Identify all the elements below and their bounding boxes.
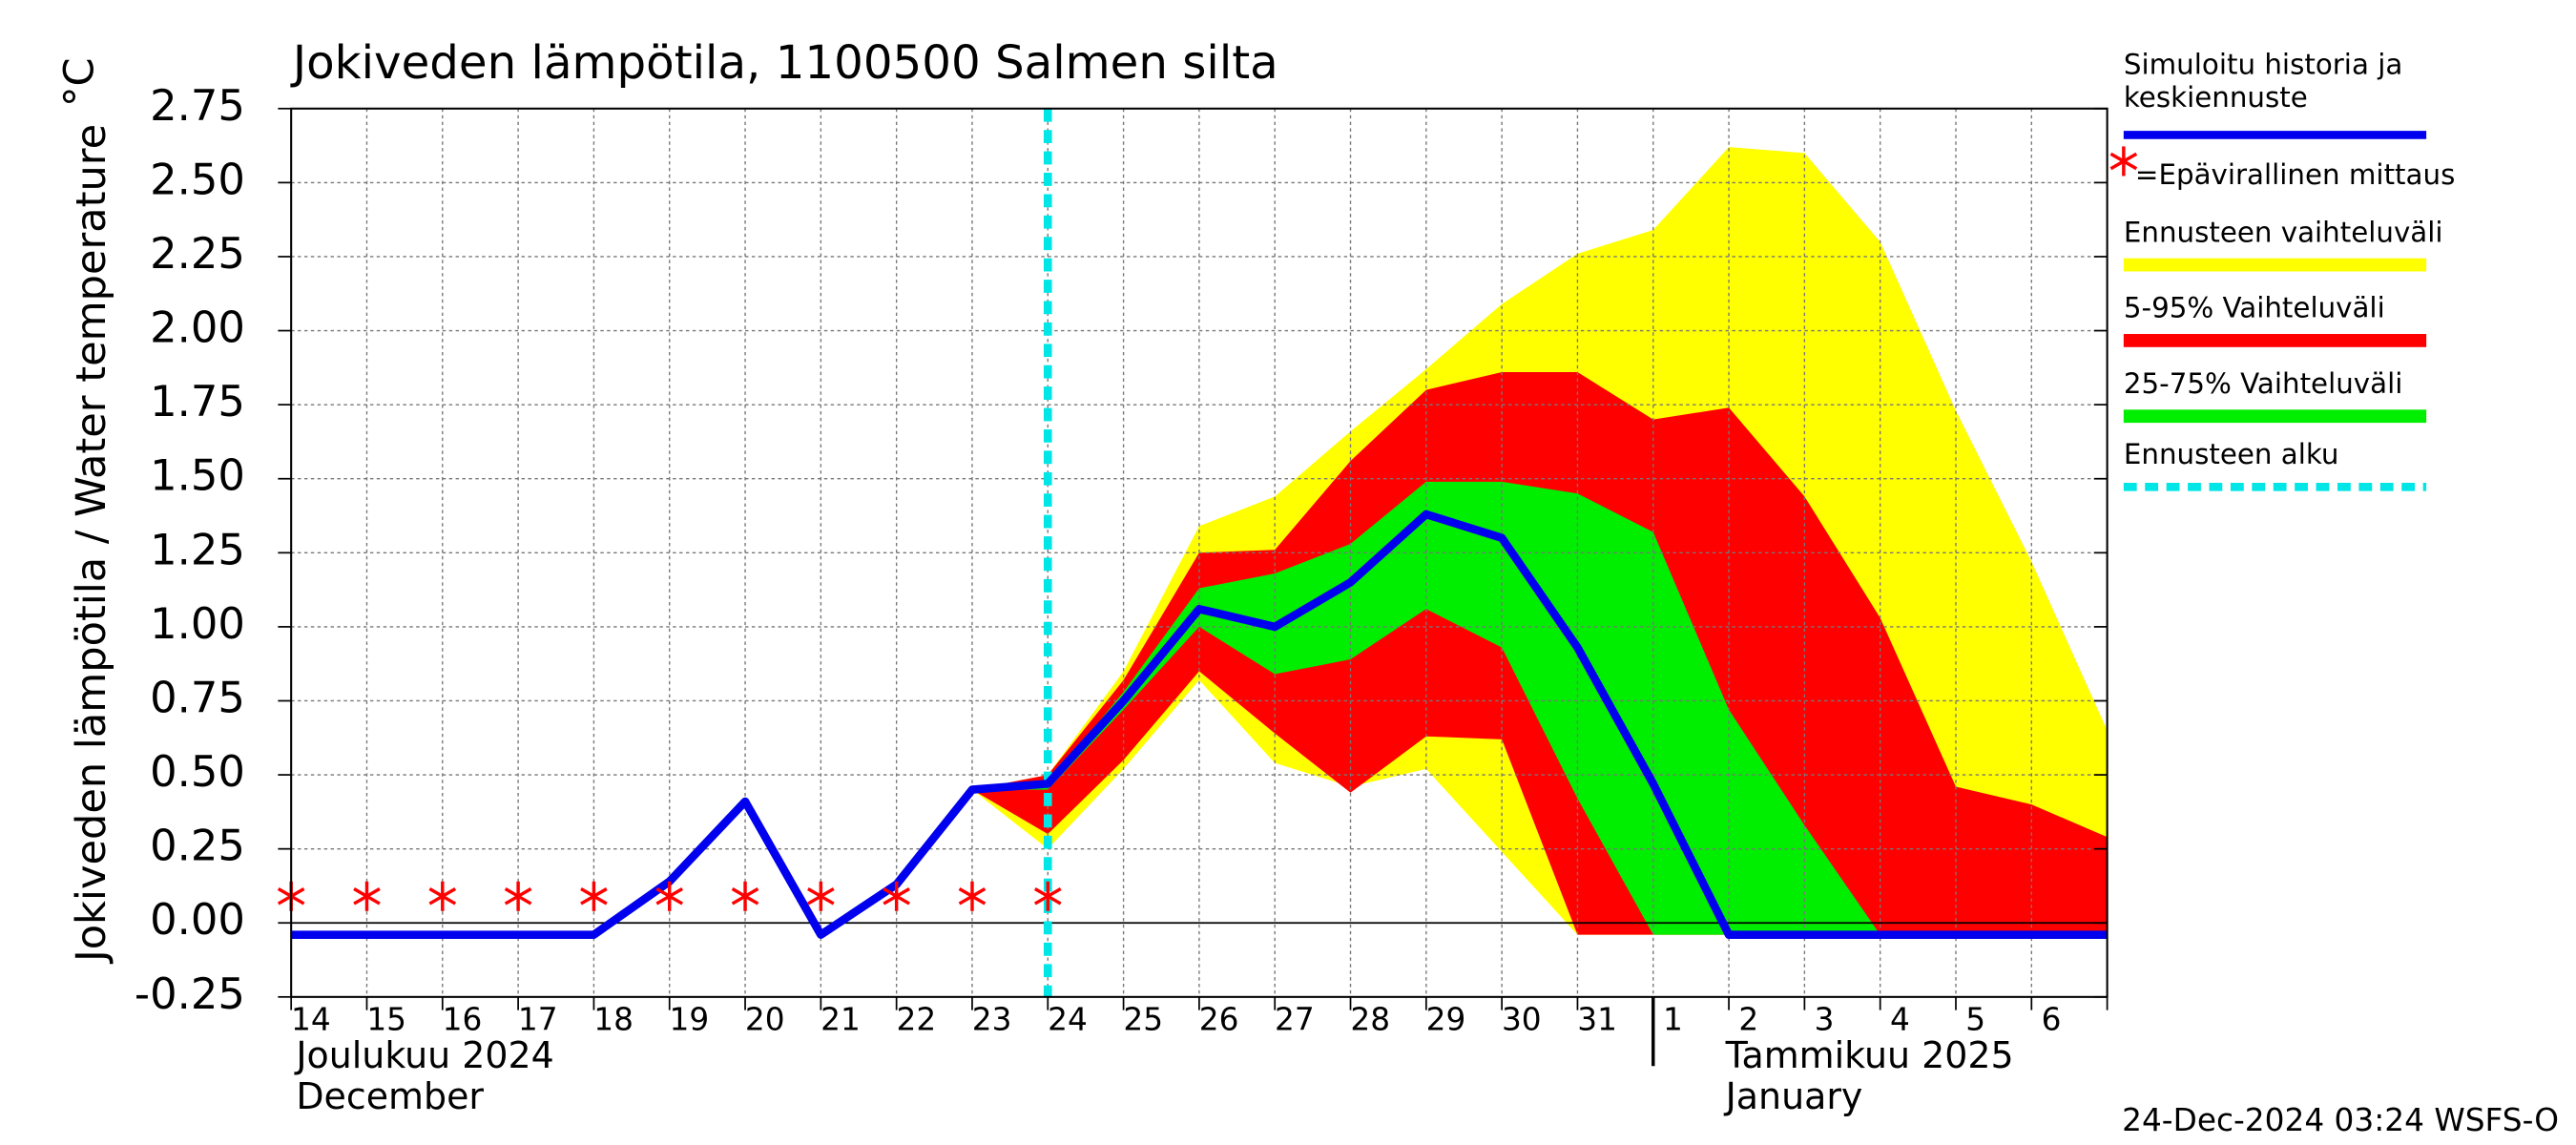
- x-tick-label: 30: [1502, 1002, 1542, 1038]
- y-tick-label: 1.00: [150, 598, 245, 649]
- band-area: [971, 481, 2108, 935]
- legend-swatch: [2123, 409, 2427, 424]
- x-tick-label: 2: [1738, 1002, 1758, 1038]
- month-label: Joulukuu 2024: [294, 1034, 553, 1076]
- x-tick-label: 28: [1350, 1002, 1390, 1038]
- chart-title: Jokiveden lämpötila, 1100500 Salmen silt…: [290, 36, 1278, 90]
- line: [291, 510, 2108, 939]
- star-stroke: [655, 887, 684, 906]
- x-tick-label: 5: [1965, 1002, 1985, 1038]
- x-tick-label: 20: [745, 1002, 785, 1038]
- x-tick-label: 26: [1199, 1002, 1239, 1038]
- y-tick-label: 2.00: [150, 302, 245, 353]
- observation-marker: [807, 881, 835, 911]
- y-tick-label: 0.50: [150, 746, 245, 797]
- observation-marker: [731, 881, 759, 911]
- x-tick-label: 3: [1815, 1002, 1835, 1038]
- x-tick-label: 24: [1048, 1002, 1088, 1038]
- legend-label: Ennusteen vaihteluväli: [2124, 216, 2443, 248]
- y-tick-label: 2.50: [150, 154, 245, 204]
- y-axis-unit: °C: [56, 57, 104, 107]
- y-tick-label: 0.75: [150, 672, 245, 722]
- x-tick-label: 16: [443, 1002, 483, 1038]
- plot-frame: [290, 107, 2109, 998]
- star-stroke: [883, 887, 910, 906]
- x-tick-label: 22: [897, 1002, 937, 1038]
- y-tick-label: 1.50: [150, 450, 245, 501]
- x-tick-label: 31: [1577, 1002, 1617, 1038]
- x-tick-label: 27: [1275, 1002, 1315, 1038]
- y-tick-label: 2.25: [150, 228, 245, 279]
- x-tick-label: 1: [1663, 1002, 1683, 1038]
- x-tick-label: 14: [291, 1002, 331, 1038]
- month-label-en: January: [1724, 1075, 1863, 1117]
- y-tick-label: 1.25: [150, 524, 245, 574]
- x-tick-label: 18: [593, 1002, 634, 1038]
- footer: 24-Dec-2024 03:24 WSFS-O: [2122, 1102, 2559, 1138]
- y-tick-label: 1.75: [150, 376, 245, 427]
- y-axis-label: Jokiveden lämpötila / Water temperature: [68, 124, 115, 965]
- x-tick-label: 23: [972, 1002, 1012, 1038]
- x-tick-label: 15: [366, 1002, 406, 1038]
- legend-label: 25-75% Vaihteluväli: [2124, 367, 2403, 400]
- star-stroke: [2109, 152, 2138, 171]
- x-tick-label: 19: [670, 1002, 710, 1038]
- observation-marker: [504, 881, 532, 911]
- observation-marker: [958, 881, 987, 911]
- y-tick-label: 0.00: [150, 894, 245, 945]
- star-stroke: [958, 887, 987, 906]
- y-tick-label: 2.75: [150, 80, 245, 131]
- month-label: Tammikuu 2025: [1725, 1034, 2014, 1076]
- star-stroke: [580, 887, 608, 906]
- legend-label: =Epävirallinen mittaus: [2135, 158, 2455, 191]
- legend-label: Simuloitu historia ja keskiennuste: [2123, 49, 2403, 115]
- x-tick-label: 17: [518, 1002, 558, 1038]
- observation-marker: [353, 881, 381, 911]
- month-label-en: December: [296, 1075, 484, 1117]
- x-tick-label: 6: [2042, 1002, 2062, 1038]
- legend-marker: [2109, 146, 2138, 177]
- legend-label: Ennusteen alku: [2124, 438, 2339, 470]
- legend-swatch: [2123, 258, 2427, 272]
- star-stroke: [428, 887, 457, 906]
- observation-marker: [1033, 881, 1062, 911]
- y-tick-label: 0.25: [150, 821, 245, 871]
- x-tick-label: 4: [1890, 1002, 1910, 1038]
- star-stroke: [1033, 887, 1062, 906]
- star-stroke: [353, 887, 381, 906]
- x-tick-label: 25: [1123, 1002, 1163, 1038]
- legend-swatch: [2123, 334, 2427, 347]
- x-tick-label: 21: [821, 1002, 861, 1038]
- star-stroke: [731, 887, 759, 906]
- observation-marker: [655, 881, 684, 911]
- observation-marker: [580, 881, 608, 911]
- observation-marker: [428, 881, 457, 911]
- x-tick-label: 29: [1426, 1002, 1466, 1038]
- observation-marker: [883, 881, 910, 911]
- star-stroke: [504, 887, 532, 906]
- y-tick-label: -0.25: [135, 968, 245, 1019]
- legend-entry: Simuloitu historia ja keskiennuste: [2123, 49, 2403, 115]
- star-stroke: [807, 887, 835, 906]
- legend-label: 5-95% Vaihteluväli: [2124, 292, 2385, 324]
